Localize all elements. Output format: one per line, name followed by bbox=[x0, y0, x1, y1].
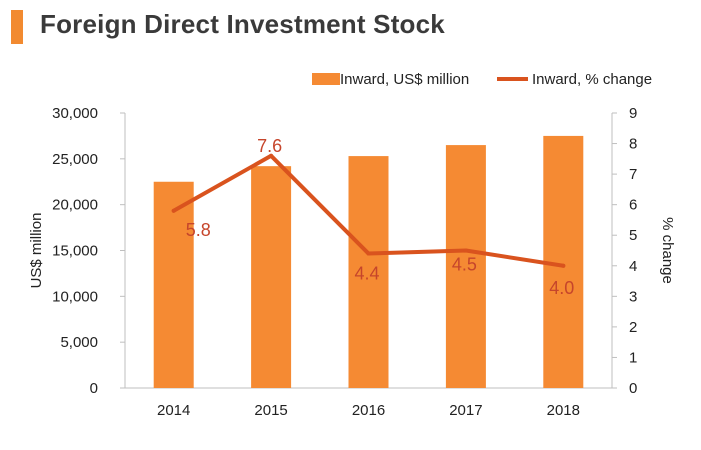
right-tick-label: 6 bbox=[629, 197, 637, 214]
title-accent-bar bbox=[11, 10, 23, 44]
bar-inward-2016 bbox=[348, 156, 389, 388]
left-tick-label: 5,000 bbox=[60, 334, 98, 351]
data-label-2016: 4.4 bbox=[355, 264, 380, 284]
left-tick-label: 20,000 bbox=[52, 197, 98, 214]
legend-line-label: Inward, % change bbox=[532, 71, 652, 88]
right-tick-label: 9 bbox=[629, 105, 637, 122]
right-tick-label: 2 bbox=[629, 319, 637, 336]
data-label-2018: 4.0 bbox=[549, 278, 574, 298]
x-tick-label: 2015 bbox=[254, 402, 287, 419]
bar-inward-2014 bbox=[153, 181, 194, 388]
right-tick-label: 0 bbox=[629, 380, 637, 397]
right-tick-label: 7 bbox=[629, 166, 637, 183]
bar-inward-2017 bbox=[445, 145, 486, 388]
right-tick-label: 3 bbox=[629, 288, 637, 305]
line-point-2016 bbox=[366, 251, 371, 256]
data-label-2015: 7.6 bbox=[257, 136, 282, 156]
right-tick-label: 1 bbox=[629, 349, 637, 366]
legend-bar-label: Inward, US$ million bbox=[340, 71, 469, 88]
line-point-2017 bbox=[463, 248, 468, 253]
right-axis-title: % change bbox=[659, 217, 676, 284]
bar-inward-2015 bbox=[251, 166, 292, 388]
right-tick-label: 5 bbox=[629, 227, 637, 244]
x-tick-label: 2017 bbox=[449, 402, 482, 419]
data-label-2014: 5.8 bbox=[186, 220, 211, 240]
x-tick-label: 2014 bbox=[157, 402, 190, 419]
line-point-2015 bbox=[269, 153, 274, 158]
left-axis-title: US$ million bbox=[28, 213, 45, 289]
data-label-2017: 4.5 bbox=[452, 255, 477, 275]
line-point-2014 bbox=[171, 208, 176, 213]
line-point-2018 bbox=[561, 263, 566, 268]
x-tick-label: 2016 bbox=[352, 402, 385, 419]
right-tick-label: 8 bbox=[629, 136, 637, 153]
x-tick-label: 2018 bbox=[547, 402, 580, 419]
legend-bar-swatch bbox=[312, 73, 340, 85]
left-tick-label: 10,000 bbox=[52, 288, 98, 305]
left-tick-label: 30,000 bbox=[52, 105, 98, 122]
chart-title: Foreign Direct Investment Stock bbox=[40, 9, 445, 39]
left-tick-label: 25,000 bbox=[52, 151, 98, 168]
left-tick-label: 0 bbox=[90, 380, 98, 397]
left-tick-label: 15,000 bbox=[52, 243, 98, 260]
right-tick-label: 4 bbox=[629, 258, 637, 275]
